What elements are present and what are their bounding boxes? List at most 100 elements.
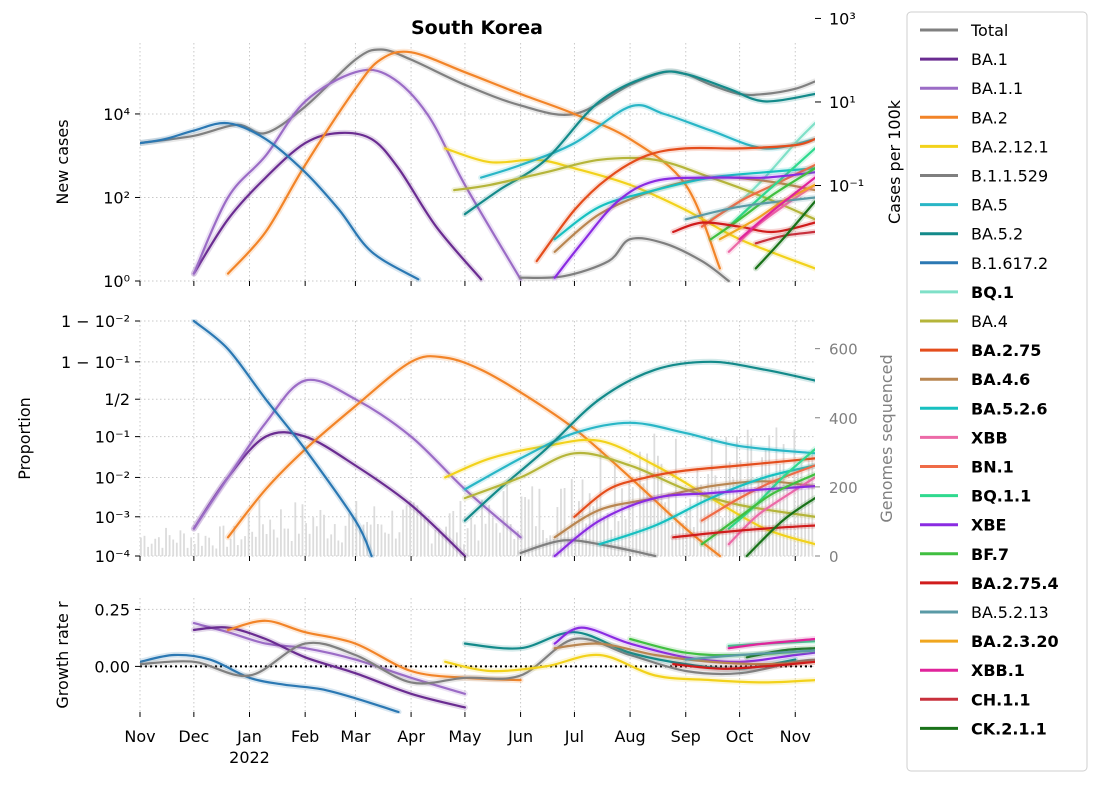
series-line-b-1-1-529	[519, 236, 730, 283]
legend-label: BN.1	[971, 458, 1014, 477]
genome-bar	[236, 545, 239, 556]
genome-bar	[215, 548, 218, 556]
genome-bar	[208, 537, 211, 556]
genome-bar	[308, 533, 311, 556]
x-tick-label: Mar	[340, 727, 371, 746]
genome-bar	[710, 436, 713, 556]
y-axis-label: New cases	[53, 119, 72, 204]
genome-bar	[736, 436, 738, 556]
series-line-ba-2-75-4	[672, 660, 815, 670]
series-line-ba-4	[463, 451, 815, 518]
legend-item-xbb: XBB	[920, 428, 1008, 447]
genome-bar	[527, 499, 530, 556]
legend-item-b-1-1-529: B.1.1.529	[920, 167, 1048, 186]
genome-bar	[491, 517, 494, 556]
genome-bar	[315, 526, 318, 556]
legend-item-bf-7: BF.7	[920, 545, 1009, 564]
genome-bar	[405, 505, 408, 556]
series-line-ba-1-1	[192, 68, 522, 281]
legend-label: CK.2.1.1	[971, 719, 1047, 738]
genome-bar	[373, 506, 376, 556]
x-axis: Nov Dec Jan Feb Mar Apr May Jun Jul Aug Sep Oct Nov 2…	[124, 727, 810, 767]
panel-cases: 10⁰ 10² 10⁴ New cases 10⁻¹ 10¹ 10³ Cases per 10…	[53, 9, 904, 291]
genome-bar	[595, 499, 598, 556]
genome-bar	[262, 524, 264, 556]
legend-label: BA.2.75.4	[971, 574, 1059, 593]
genome-bar	[402, 509, 404, 556]
legend-label: BQ.1.1	[971, 487, 1031, 506]
series-line-ba-1	[192, 626, 466, 709]
legend-label: BA.2	[971, 108, 1008, 127]
genome-bar	[563, 487, 566, 556]
genome-bar	[552, 539, 555, 556]
genome-bar	[739, 459, 742, 556]
genome-bar	[193, 543, 196, 556]
series-line-xbb-1	[727, 637, 815, 650]
right-tick-label: 10³	[829, 9, 856, 28]
legend-item-total: Total	[920, 21, 1008, 40]
genome-bar	[204, 535, 207, 556]
legend-item-ch-1-1: CH.1.1	[920, 690, 1031, 709]
genome-bar	[301, 504, 304, 556]
genome-bar	[484, 523, 487, 556]
series-band-ba-5	[478, 102, 815, 181]
genome-bar	[463, 544, 465, 556]
genome-bar	[154, 538, 157, 556]
genome-bar	[800, 462, 803, 556]
genome-bar	[251, 531, 254, 556]
genome-bar	[531, 486, 534, 556]
legend-item-ba-2-75-4: BA.2.75.4	[920, 574, 1059, 593]
genome-bar	[175, 542, 178, 556]
series-line-b-1-617-2	[192, 319, 373, 558]
legend-label: BF.7	[971, 545, 1009, 564]
right-axis-label: Cases per 100k	[885, 99, 904, 224]
series-line-ba-2-75	[535, 138, 815, 263]
genome-bar	[427, 519, 430, 556]
genome-bar	[430, 543, 433, 556]
y-tick-label: 10⁻²	[95, 468, 130, 487]
legend-item-ba-2-75: BA.2.75	[920, 341, 1041, 360]
genome-bar	[186, 547, 189, 556]
genome-bar	[682, 522, 684, 556]
series-line-ba-4-6	[553, 642, 815, 666]
series-lines	[140, 617, 815, 714]
genome-bar	[211, 545, 214, 556]
series-line-ba-5-2	[463, 360, 815, 522]
genome-bar	[628, 480, 631, 556]
genome-bar	[423, 515, 426, 556]
genome-bar	[362, 524, 365, 556]
series-line-ba-2-3-20	[718, 183, 815, 241]
genome-bar	[140, 537, 142, 556]
series-line-ba-1-1	[192, 622, 466, 695]
genome-bar	[764, 448, 767, 556]
genome-bar	[172, 539, 175, 556]
genome-bar	[750, 438, 753, 556]
series-lines	[140, 46, 815, 283]
series-line-ba-2-75	[573, 457, 815, 518]
genome-bar	[455, 532, 458, 556]
genome-bar	[265, 533, 268, 556]
y-tick-label: 10⁻¹	[95, 428, 130, 447]
genome-bar	[542, 529, 544, 556]
genome-bar	[657, 455, 659, 556]
series-line-xbb	[727, 183, 815, 253]
genome-bar	[779, 464, 781, 556]
genome-bar	[276, 537, 279, 556]
legend-item-ba-2: BA.2	[920, 108, 1008, 127]
genome-bar	[351, 515, 354, 556]
x-tick-label: Aug	[614, 727, 645, 746]
series-band-ba-1-1	[190, 66, 524, 283]
genome-bar	[624, 518, 627, 556]
legend-item-xbe: XBE	[920, 516, 1006, 535]
genome-bar	[233, 525, 236, 556]
legend-label: BA.2.12.1	[971, 137, 1049, 156]
genome-bar	[161, 547, 164, 556]
legend-label: BA.5.2	[971, 225, 1023, 244]
genome-bar	[782, 444, 785, 556]
y-tick-label: 0.00	[94, 657, 130, 676]
series-line-ck-2-1-1	[745, 497, 815, 558]
series-line-ba-4-6	[553, 480, 815, 539]
legend-label: B.1.1.529	[971, 167, 1048, 186]
legend-item-bq-1-1: BQ.1.1	[920, 487, 1031, 506]
